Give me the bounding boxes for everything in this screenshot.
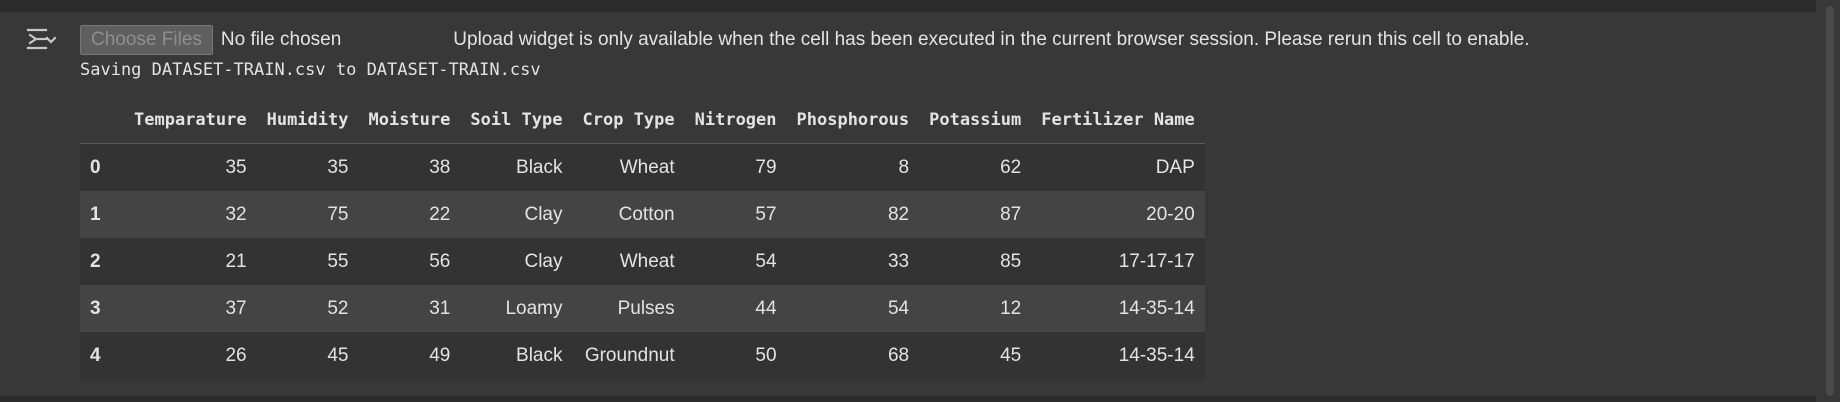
- table-cell: DAP: [1155, 156, 1195, 178]
- table-cell: 31: [429, 297, 451, 319]
- table-cell: 87: [1000, 203, 1022, 225]
- collapse-output-icon: [26, 28, 56, 50]
- table-cell: 85: [1000, 250, 1022, 272]
- upload-widget: Choose Files No file chosen Upload widge…: [80, 24, 1810, 56]
- table-cell: Wheat: [619, 156, 675, 178]
- saving-output-text: Saving DATASET-TRAIN.csv to DATASET-TRAI…: [80, 60, 541, 80]
- table-cell: 44: [755, 297, 777, 319]
- table-cell: 82: [887, 203, 910, 225]
- choose-files-button[interactable]: Choose Files: [80, 25, 213, 55]
- table-cell: Groundnut: [584, 344, 675, 366]
- table-cell: 56: [429, 250, 451, 272]
- row-index: 2: [90, 250, 101, 272]
- column-header: Potassium: [919, 96, 1032, 144]
- table-cell: 50: [755, 344, 777, 366]
- table-cell: 49: [429, 344, 451, 366]
- table-cell: 14-35-14: [1118, 297, 1195, 319]
- column-header: Moisture: [358, 96, 461, 144]
- table-cell: 14-35-14: [1118, 344, 1195, 366]
- column-header: Crop Type: [572, 96, 685, 144]
- output-toggle-button[interactable]: [24, 22, 58, 56]
- table-cell: Wheat: [619, 250, 675, 272]
- table-cell: 20-20: [1146, 203, 1195, 225]
- upload-unavailable-message: Upload widget is only available when the…: [453, 29, 1530, 50]
- table-cell: 32: [225, 203, 247, 225]
- table-cell: 33: [887, 250, 910, 272]
- table-cell: 22: [429, 203, 451, 225]
- table-row: 3 37 52 31 Loamy Pulses 44 54 12 14-35-14: [80, 285, 1205, 332]
- table-cell: 68: [887, 344, 910, 366]
- table-cell: 38: [429, 156, 451, 178]
- table-cell: 55: [327, 250, 349, 272]
- next-cell-edge: [0, 396, 1816, 402]
- row-index: 3: [90, 297, 101, 319]
- table-cell: 8: [898, 156, 910, 178]
- table-cell: 45: [327, 344, 349, 366]
- table-cell: Cotton: [618, 203, 675, 225]
- table-cell: Loamy: [505, 297, 563, 319]
- table-cell: 12: [1000, 297, 1022, 319]
- table-cell: 21: [225, 250, 247, 272]
- table-cell: 17-17-17: [1118, 250, 1195, 272]
- table-cell: 35: [225, 156, 247, 178]
- table-cell: Black: [516, 344, 563, 366]
- table-cell: 79: [755, 156, 777, 178]
- table-cell: 52: [327, 297, 349, 319]
- index-header: [80, 96, 124, 144]
- previous-cell-edge: [0, 0, 1816, 12]
- file-status-text: No file chosen: [220, 29, 342, 50]
- table-cell: Clay: [524, 250, 563, 272]
- table-cell: Pulses: [617, 297, 675, 319]
- column-header: Phosphorous: [786, 96, 920, 144]
- table-cell: Black: [516, 156, 563, 178]
- row-index: 4: [90, 344, 101, 366]
- table-header-row: Temparature Humidity Moisture Soil Type Crop…: [80, 96, 1205, 144]
- scrollbar-thumb[interactable]: [1826, 6, 1834, 396]
- table-row: 0 35 35 38 Black Wheat 79 8 62 DAP: [80, 143, 1205, 191]
- dataframe-table: Temparature Humidity Moisture Soil Type Crop…: [80, 96, 1205, 379]
- cell-output: Choose Files No file chosen Upload widge…: [80, 24, 1810, 379]
- table-cell: 75: [327, 203, 349, 225]
- column-header: Temparature: [124, 96, 257, 144]
- table-row: 4 26 45 49 Black Groundnut 50 68 45 14-35-14: [80, 332, 1205, 379]
- table-row: 2 21 55 56 Clay Wheat 54 33 85 17-17-17: [80, 238, 1205, 285]
- row-index: 1: [90, 203, 101, 225]
- table-cell: 54: [887, 297, 910, 319]
- column-header: Nitrogen: [684, 96, 787, 144]
- table-cell: 45: [1000, 344, 1022, 366]
- column-header: Fertilizer Name: [1031, 96, 1205, 144]
- table-cell: 57: [755, 203, 777, 225]
- table-cell: 54: [755, 250, 777, 272]
- table-cell: Clay: [524, 203, 563, 225]
- column-header: Soil Type: [460, 96, 573, 144]
- table-row: 1 32 75 22 Clay Cotton 57 82 87 20-20: [80, 191, 1205, 238]
- row-index: 0: [90, 156, 101, 178]
- table-cell: 26: [225, 344, 247, 366]
- table-cell: 35: [327, 156, 349, 178]
- column-header: Humidity: [256, 96, 359, 144]
- table-cell: 62: [1000, 156, 1022, 178]
- table-cell: 37: [225, 297, 247, 319]
